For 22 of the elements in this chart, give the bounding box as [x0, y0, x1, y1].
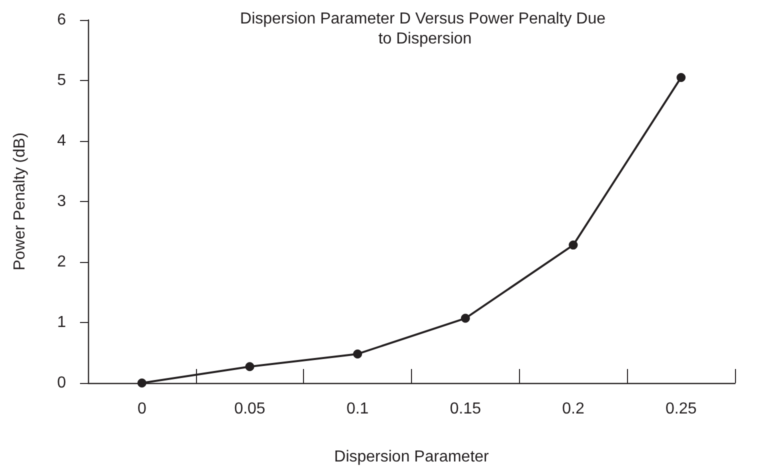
point	[245, 362, 254, 372]
point	[460, 314, 470, 323]
y-tick-label: 5	[57, 72, 66, 89]
point	[137, 378, 146, 388]
point	[353, 349, 362, 358]
y-tick-label: 1	[57, 314, 66, 331]
y-tick-label: 0	[57, 374, 66, 392]
y-tick-label: 4	[57, 132, 66, 150]
y-tick-label: 6	[57, 12, 66, 28]
x-tick-label: 0.15	[450, 400, 482, 418]
x-tick-label: 0.2	[562, 400, 584, 418]
y-tick-label: 2	[57, 254, 66, 270]
x-tick-label: 0.1	[346, 400, 369, 418]
x-tick-label: 0.25	[666, 400, 697, 418]
x-tick-label: 0	[137, 400, 146, 418]
y-tick-label: 3	[57, 193, 66, 210]
x-axis-title: Dispersion Parameter	[334, 448, 490, 466]
x-tick-label: 0.05	[234, 400, 266, 418]
y-axis-title: Power Penalty (dB)	[12, 132, 28, 270]
chart-title: Dispersion Parameter D Versus Power Penalty Due to Dispersion	[240, 10, 610, 48]
point	[568, 240, 578, 250]
point	[676, 72, 686, 82]
